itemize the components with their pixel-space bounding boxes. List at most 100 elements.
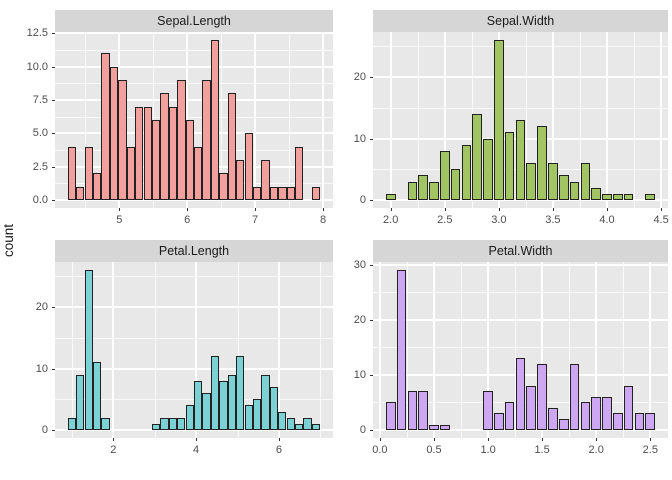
facet-strip: Sepal.Width: [373, 10, 668, 32]
histogram-bar: [185, 405, 194, 430]
histogram-bar: [210, 356, 220, 430]
histogram-bar: [569, 363, 580, 430]
histogram-bar: [407, 391, 418, 430]
histogram-bar: [472, 113, 483, 200]
histogram-bar: [143, 106, 152, 200]
histogram-bar: [160, 93, 169, 200]
histogram-bar: [645, 413, 656, 430]
gridline-minor: [289, 32, 291, 208]
x-tick-label: 8: [320, 214, 327, 226]
histogram-bar: [295, 423, 304, 430]
histogram-bar: [177, 80, 186, 200]
histogram-bar: [439, 150, 450, 200]
histogram-bar: [151, 423, 161, 430]
histogram-bar: [385, 402, 396, 430]
y-tick-mark: [370, 430, 373, 431]
histogram-bar: [580, 402, 591, 430]
histogram-bar: [439, 424, 450, 430]
histogram-bar: [418, 391, 428, 430]
gridline-major: [55, 99, 333, 101]
gridline-minor: [525, 32, 527, 208]
x-tick-mark: [488, 438, 490, 441]
histogram-bar: [101, 417, 110, 430]
histogram-bar: [504, 132, 515, 200]
facet-title: Sepal.Width: [486, 14, 555, 28]
panel-plot-area: [373, 262, 668, 438]
gridline-major: [55, 367, 333, 370]
histogram-bar: [118, 80, 127, 200]
histogram-bar: [548, 163, 558, 200]
histogram-bar: [602, 193, 612, 200]
panel-plot-area: [55, 32, 333, 208]
histogram-bar: [109, 66, 119, 200]
histogram-bar: [385, 193, 396, 200]
x-tick-label: 4.0: [599, 214, 615, 226]
histogram-bar: [269, 186, 279, 200]
gridline-minor: [85, 32, 87, 208]
histogram-bar: [168, 106, 178, 200]
gridline-major: [373, 75, 668, 78]
histogram-bar: [286, 186, 296, 200]
gridline-major: [55, 199, 333, 201]
histogram-bar: [623, 193, 634, 200]
x-tick-label: 2: [110, 444, 117, 456]
gridline-minor: [634, 32, 635, 208]
y-tick-mark: [370, 200, 373, 201]
histogram-bar: [278, 411, 287, 430]
histogram-bar: [84, 146, 93, 200]
gridline-major: [378, 262, 381, 438]
gridline-minor: [55, 337, 333, 339]
histogram-bar: [185, 120, 194, 200]
histogram-bar: [450, 169, 461, 200]
histogram-bar: [569, 181, 580, 200]
gridline-major: [277, 262, 280, 438]
x-tick-mark: [187, 208, 189, 211]
histogram-bar: [92, 173, 102, 200]
gridline-minor: [569, 262, 571, 438]
histogram-bar: [126, 146, 135, 200]
gridline-major: [373, 429, 668, 431]
y-tick-mark: [52, 133, 55, 135]
y-tick-label: 0: [359, 424, 366, 436]
gridline-minor: [237, 262, 239, 438]
x-tick-label: 2.0: [588, 444, 604, 456]
x-tick-mark: [278, 438, 280, 441]
histogram-bar: [236, 356, 245, 430]
x-tick-mark: [596, 438, 598, 441]
gridline-major: [55, 32, 333, 35]
x-tick-mark: [390, 208, 392, 211]
histogram-bar: [227, 93, 237, 200]
histogram-bar: [504, 402, 515, 430]
x-tick-label: 3.5: [545, 214, 561, 226]
gridline-major: [254, 32, 257, 208]
y-tick-label: 5.0: [32, 127, 48, 140]
histogram-bar: [537, 363, 547, 430]
facet-strip: Sepal.Length: [55, 10, 333, 32]
x-tick-mark: [542, 438, 544, 441]
histogram-bar: [92, 362, 102, 430]
y-tick-mark: [52, 166, 55, 168]
histogram-bar: [548, 407, 558, 430]
y-tick-label: 20: [353, 70, 366, 83]
y-tick-mark: [52, 66, 55, 68]
panel-plot-area: [373, 32, 668, 208]
x-tick-mark: [119, 208, 121, 211]
y-tick-mark: [52, 100, 55, 101]
x-tick-mark: [498, 208, 500, 211]
gridline-major: [322, 32, 325, 208]
histogram-bar: [526, 385, 537, 430]
y-tick-label: 10: [35, 362, 48, 375]
gridline-minor: [55, 116, 333, 118]
gridline-major: [389, 32, 392, 208]
x-tick-mark: [323, 208, 325, 211]
gridline-major: [551, 32, 554, 208]
gridline-minor: [373, 107, 668, 109]
gridline-major: [487, 262, 490, 438]
histogram-bar: [407, 181, 418, 200]
histogram-bar: [515, 358, 526, 430]
gridline-major: [55, 429, 333, 431]
gridline-minor: [55, 276, 333, 278]
y-tick-mark: [370, 319, 373, 321]
histogram-bar: [483, 138, 493, 200]
histogram-bar: [286, 417, 295, 430]
